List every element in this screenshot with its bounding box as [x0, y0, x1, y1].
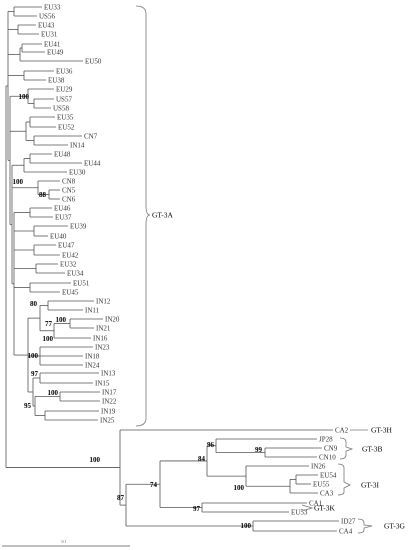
leaf-label: IN20	[105, 316, 120, 324]
leaf-label: CN8	[62, 178, 76, 186]
group-label: GT-3K	[314, 504, 336, 513]
bootstrap-value: 100	[19, 93, 30, 101]
leaf-label: EU45	[62, 289, 79, 297]
leaf-label: EU31	[41, 31, 58, 39]
group-labels: GT-3A GT-3H GT-3B GT-3I GT-3K GT-3G	[152, 211, 406, 531]
bootstrap-value: 80	[30, 300, 38, 308]
bootstrap-value: 96	[207, 441, 215, 449]
brace-gt-3i	[337, 463, 351, 496]
leaf-label: CA1	[309, 500, 323, 508]
leaf-label: EU34	[67, 270, 84, 278]
leaf-label: EU49	[47, 49, 64, 57]
bootstrap-value: 99	[255, 446, 263, 454]
brace-gt-3b	[339, 437, 354, 460]
leaf-label: EU37	[55, 214, 72, 222]
bootstrap-value: 95	[24, 402, 32, 410]
bootstrap-value: 74	[150, 481, 158, 489]
bootstrap-value: 77	[45, 320, 53, 328]
leaf-label: IN24	[85, 362, 100, 370]
bootstrap-value: 100	[241, 522, 252, 530]
leaf-label: EU47	[58, 242, 75, 250]
bootstrap-value: 100	[56, 316, 67, 324]
leaf-label: US56	[39, 13, 55, 21]
bootstrap-value: 100	[43, 335, 54, 343]
group-braces	[135, 5, 373, 534]
leaf-label: CA4	[339, 528, 353, 536]
tree-branches	[5, 6, 339, 532]
bootstrap-value: 97	[193, 505, 201, 513]
leaf-label: CN7	[84, 133, 98, 141]
leaf-label: CA3	[320, 490, 334, 498]
bootstrap-value: 100	[90, 456, 101, 464]
leaf-label: EU38	[48, 77, 65, 85]
leaf-label: IN18	[85, 353, 100, 361]
leaf-label: IN21	[96, 325, 111, 333]
leaf-label: EU43	[38, 22, 55, 30]
leaf-label: US58	[53, 105, 69, 113]
leaf-label: EU54	[320, 472, 337, 480]
leaf-label: JP28	[319, 436, 333, 444]
leaf-label: EU42	[62, 252, 79, 260]
leaf-label: EU36	[56, 68, 73, 76]
bootstrap-value: 100	[28, 352, 39, 360]
leaf-label: CN5	[62, 187, 76, 195]
leaf-label: EU40	[50, 233, 67, 241]
leaf-label: CN9	[324, 445, 338, 453]
leaf-label: EU50	[85, 58, 102, 66]
group-label: GT-3I	[361, 481, 380, 490]
leaf-label: EU55	[313, 481, 330, 489]
group-label: GT-3G	[384, 522, 406, 531]
leaf-label: IN16	[93, 335, 108, 343]
leaf-label: EU46	[54, 205, 71, 213]
leaf-label: EU52	[58, 124, 75, 132]
leaf-label: IN25	[100, 417, 115, 425]
leaf-label: IN23	[95, 344, 110, 352]
group-label: GT-3A	[152, 211, 174, 220]
leaf-label: CA2	[335, 427, 349, 435]
bootstrap-value: 84	[198, 455, 206, 463]
bootstrap-value: 88	[39, 191, 47, 199]
bootstrap-value: 100	[48, 389, 59, 397]
leaf-label: EU30	[69, 169, 86, 177]
leaf-label: IN11	[85, 307, 100, 315]
leaf-label: IN22	[102, 398, 117, 406]
leaf-label: EU44	[84, 160, 101, 168]
brace-gt-3g	[357, 518, 373, 534]
group-label: GT-3B	[362, 445, 383, 454]
leaf-label: EU33	[44, 4, 61, 12]
leaf-label: EU53	[291, 509, 308, 517]
leaf-label: EU41	[44, 41, 61, 49]
leaf-label: EU32	[60, 261, 77, 269]
bootstrap-value: 100	[13, 178, 24, 186]
leaf-label: EU39	[70, 223, 87, 231]
leaf-label: US57	[56, 96, 72, 104]
leaf-label: EU51	[73, 280, 90, 288]
bootstrap-value: 100	[234, 484, 245, 492]
scale-bar: 0.1	[2, 539, 130, 547]
leaf-label: CN6	[62, 196, 76, 204]
leaf-label: EU29	[56, 86, 73, 94]
leaf-label: IN26	[311, 463, 326, 471]
leaf-label: IN19	[101, 408, 116, 416]
leaf-label: IN14	[70, 142, 85, 150]
scale-bar-label: 0.1	[62, 539, 67, 544]
leaf-label: IN17	[102, 389, 117, 397]
leaf-label: EU48	[54, 151, 71, 159]
brace-gt-3k	[301, 504, 314, 512]
leaf-label: IN13	[101, 370, 116, 378]
bootstrap-value: 87	[117, 494, 125, 502]
leaf-label: ID27	[341, 518, 356, 526]
brace-gt-3a	[135, 5, 151, 427]
leaf-label: CN10	[319, 454, 336, 462]
bootstrap-value: 97	[31, 370, 39, 378]
leaf-label: EU35	[57, 114, 74, 122]
leaf-label: IN12	[96, 298, 111, 306]
group-label: GT-3H	[371, 426, 393, 435]
leaf-label: IN15	[95, 380, 110, 388]
